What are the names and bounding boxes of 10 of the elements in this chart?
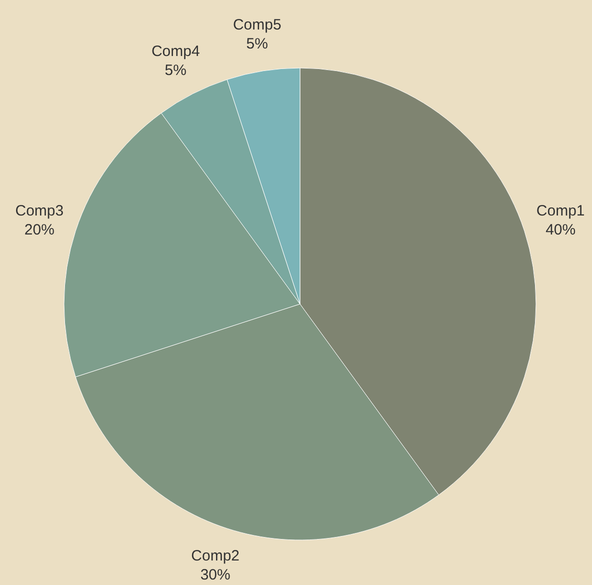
data-label: 5% — [164, 62, 186, 79]
slice-label: Comp3 — [15, 202, 64, 220]
data-label: 5% — [246, 35, 268, 52]
slice-label: Comp2 — [191, 548, 240, 565]
data-label: 30% — [200, 566, 230, 584]
data-label: 20% — [24, 221, 54, 238]
slice-label: Comp4 — [151, 42, 200, 60]
data-label: 40% — [546, 221, 576, 238]
slice-label: Comp1 — [536, 202, 585, 220]
slice-label: Comp5 — [232, 16, 282, 34]
